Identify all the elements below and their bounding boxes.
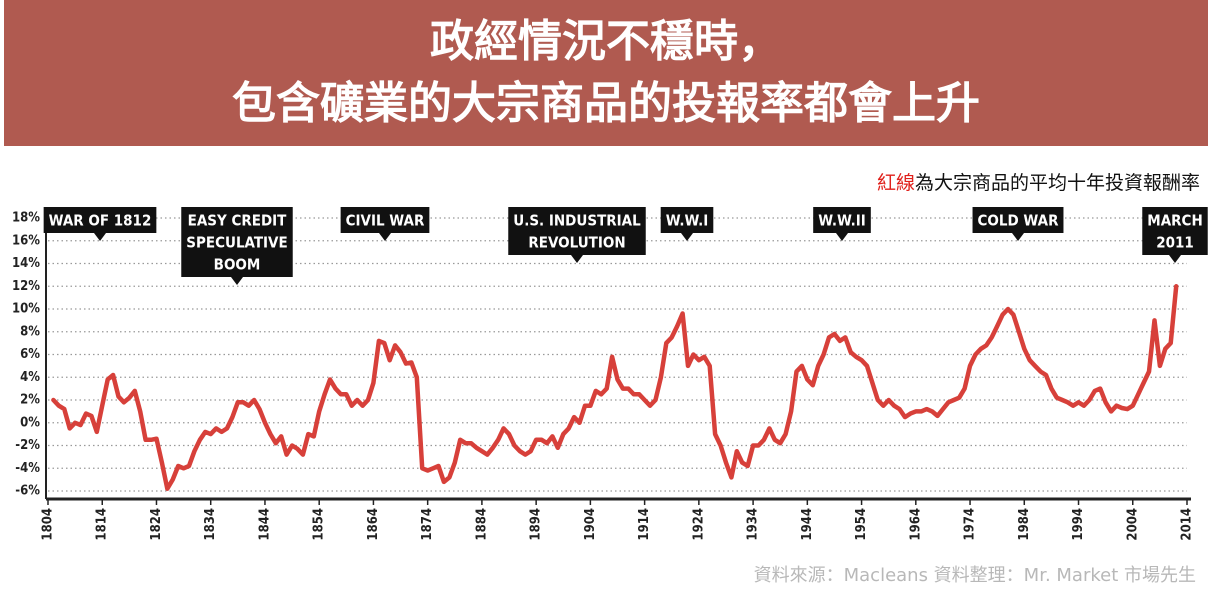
y-tick-label: 4% — [20, 370, 40, 385]
x-tick-label: 1874 — [420, 508, 435, 541]
note-text: 為大宗商品的平均十年投資報酬率 — [915, 172, 1200, 194]
y-tick-label: 12% — [12, 279, 40, 294]
annotation-text: COLD WAR — [978, 212, 1060, 230]
x-tick-label: 2004 — [1125, 508, 1140, 541]
annotation-pointer — [1169, 255, 1181, 263]
y-tick-label: 0% — [20, 415, 40, 430]
x-tick-label: 1854 — [312, 508, 327, 541]
note: 紅線為大宗商品的平均十年投資報酬率 — [877, 172, 1200, 194]
x-tick-label: 1974 — [963, 508, 978, 541]
annotation-text: W.W.I — [666, 212, 709, 230]
x-tick-label: 1834 — [203, 508, 218, 541]
x-tick-label: 1924 — [691, 508, 706, 541]
y-tick-label: 18% — [12, 211, 40, 226]
annotation: WAR OF 1812 — [43, 207, 157, 241]
x-tick-label: 1954 — [854, 508, 869, 541]
x-tick-label: 1944 — [800, 508, 815, 541]
x-tick-label: 1884 — [474, 508, 489, 541]
annotation-box — [43, 207, 157, 233]
x-tick-label: 1804 — [41, 508, 56, 541]
annotation: EASY CREDIT SPECULATIVE BOOM — [181, 207, 293, 285]
x-tick-label: 1964 — [908, 508, 923, 541]
x-tick-label: 2014 — [1180, 508, 1195, 541]
y-tick-label: -4% — [15, 461, 40, 476]
annotation: MARCH 2011 — [1142, 207, 1208, 263]
annotation-text: 2011 — [1156, 234, 1194, 252]
annotation-text: W.W.II — [818, 212, 866, 230]
annotation-text: REVOLUTION — [528, 234, 625, 252]
header-banner — [4, 0, 1208, 146]
annotation-box — [972, 207, 1064, 233]
y-tick-label: 16% — [12, 233, 40, 248]
annotation-pointer — [379, 233, 391, 241]
x-tick-label: 1894 — [529, 508, 544, 541]
annotation-box — [340, 207, 430, 233]
annotation-pointer — [571, 255, 583, 263]
y-tick-label: 10% — [12, 302, 40, 317]
annotation: U.S. INDUSTRIAL REVOLUTION — [508, 207, 646, 263]
annotation-pointer — [231, 277, 243, 285]
source: 資料來源：Macleans 資料整理：Mr. Market 市場先生 — [754, 565, 1196, 586]
annotation-box — [181, 207, 293, 277]
annotation-text: MARCH — [1147, 212, 1202, 230]
y-tick-label: -6% — [15, 484, 40, 499]
annotation: W.W.II — [813, 207, 871, 241]
x-tick-label: 1934 — [746, 508, 761, 541]
annotation-pointer — [836, 233, 848, 241]
annotation-box — [660, 207, 714, 233]
annotation-text: SPECULATIVE — [186, 234, 287, 252]
x-tick-label: 1914 — [637, 508, 652, 541]
title-line: 包含礦業的大宗商品的投報率都會上升 — [232, 78, 980, 129]
annotation-box — [813, 207, 871, 233]
annotation-pointer — [1012, 233, 1024, 241]
series-line — [51, 284, 1179, 491]
y-tick-label: 14% — [12, 256, 40, 271]
annotation-pointer — [94, 233, 106, 241]
annotation-text: CIVIL WAR — [346, 212, 425, 230]
annotation: W.W.I — [660, 207, 714, 241]
annotation: CIVIL WAR — [340, 207, 430, 241]
y-tick-label: 6% — [20, 347, 40, 362]
y-tick-label: 2% — [20, 393, 40, 408]
annotation-text: WAR OF 1812 — [49, 212, 152, 230]
x-tick-label: 1984 — [1017, 508, 1032, 541]
annotation-box — [508, 207, 646, 255]
annotation-text: U.S. INDUSTRIAL — [513, 212, 641, 230]
annotation-pointer — [681, 233, 693, 241]
y-tick-label: 8% — [20, 324, 40, 339]
annotation: COLD WAR — [972, 207, 1064, 241]
annotation-box — [1142, 207, 1208, 255]
annotation-text: BOOM — [214, 256, 261, 274]
annotation-text: EASY CREDIT — [188, 212, 288, 230]
x-tick-label: 1814 — [95, 508, 110, 541]
y-tick-label: -2% — [15, 438, 40, 453]
x-tick-label: 1844 — [257, 508, 272, 541]
x-tick-label: 1824 — [149, 508, 164, 541]
x-tick-label: 1994 — [1071, 508, 1086, 541]
x-tick-label: 1904 — [583, 508, 598, 541]
x-tick-label: 1864 — [366, 508, 381, 541]
note-highlight: 紅線 — [877, 172, 915, 194]
title-line: 政經情況不穩時， — [430, 16, 782, 67]
